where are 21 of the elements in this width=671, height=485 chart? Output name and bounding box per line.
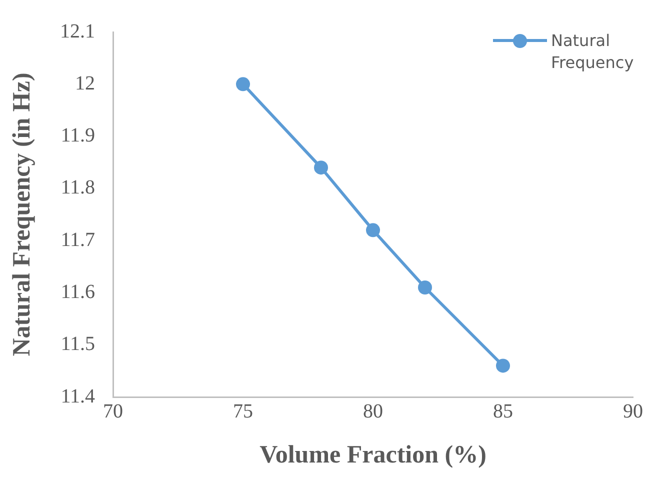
x-tick-label: 80 <box>363 400 383 422</box>
y-tick-label: 12 <box>75 72 95 94</box>
y-tick-label: 12.1 <box>60 20 95 42</box>
x-axis-title: Volume Fraction (%) <box>260 441 486 468</box>
point <box>314 160 328 175</box>
point <box>236 77 250 92</box>
y-tick-label: 11.6 <box>60 280 95 303</box>
y-tick-label: 11.5 <box>60 333 95 356</box>
x-tick-label: 90 <box>623 400 643 422</box>
x-tick-label: 75 <box>233 400 253 422</box>
x-tick-label: 70 <box>103 400 123 422</box>
y-axis-title: Natural Frequency (in Hz) <box>8 72 36 356</box>
y-tick-label: 11.9 <box>60 124 95 147</box>
point <box>366 223 380 238</box>
legend-label: Natural Frequency <box>551 30 635 74</box>
point <box>418 280 432 294</box>
y-tick-label: 11.8 <box>60 176 95 199</box>
y-tick-label: 11.4 <box>60 385 95 408</box>
y-tick-label: 11.7 <box>60 228 95 251</box>
point <box>496 358 510 373</box>
x-tick-label: 85 <box>493 400 513 422</box>
